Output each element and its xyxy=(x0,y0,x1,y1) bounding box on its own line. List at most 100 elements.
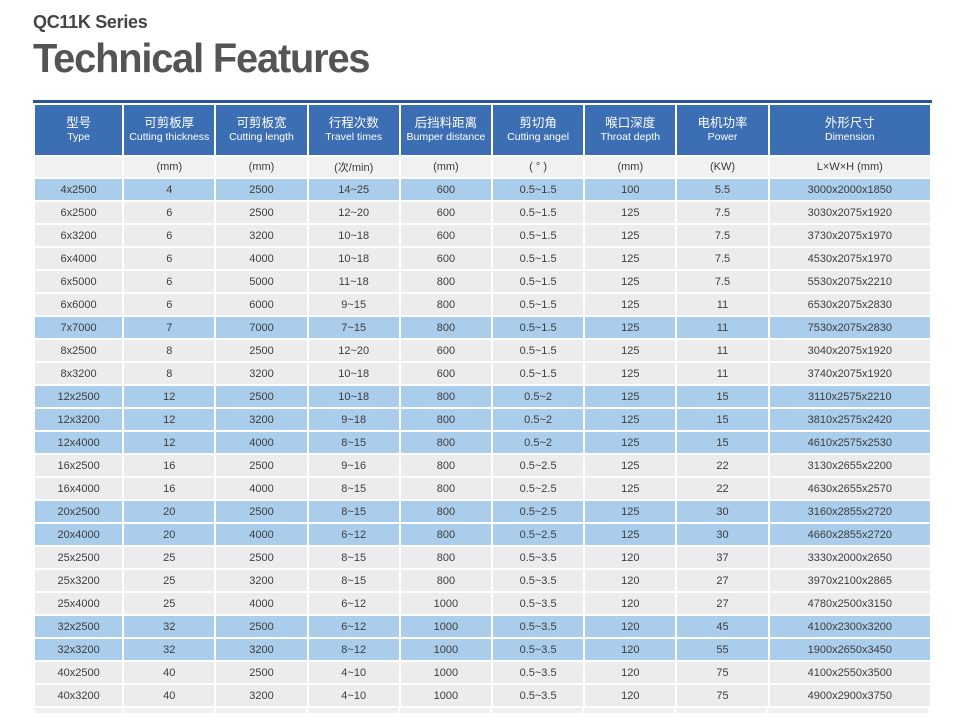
table-row: 12x4000 12 4000 8~15 800 0.5~2 125 15 4610x2575x… xyxy=(35,432,930,453)
data-cell-cutting-angel: 0.5~2 xyxy=(493,386,584,407)
table-row: 16x2500 16 2500 9~16 800 0.5~2.5 125 22 3130x265… xyxy=(35,455,930,476)
data-cell-travel-times: 6~12 xyxy=(308,524,399,545)
data-cell-travel-times: 9~18 xyxy=(308,409,399,430)
data-cell-cutting-thickness: 32 xyxy=(124,616,215,637)
header-label-zh: 喉口深度 xyxy=(605,115,656,130)
data-cell-bumper-distance: 800 xyxy=(400,271,491,292)
data-cell-cutting-length: 3200 xyxy=(216,570,307,591)
data-cell-cutting-angel: 0.5~2.5 xyxy=(493,524,584,545)
header-label-en: Throat depth xyxy=(600,131,661,144)
data-cell-cutting-length: 3200 xyxy=(216,409,307,430)
data-cell-cutting-length: 4000 xyxy=(216,524,307,545)
data-cell-cutting-thickness: 20 xyxy=(124,524,215,545)
table-row: 16x4000 16 4000 8~15 800 0.5~2.5 125 22 4630x265… xyxy=(35,478,930,499)
data-cell-type: 12x3200 xyxy=(35,409,123,430)
header-label-zh: 可剪板宽 xyxy=(236,115,287,130)
data-cell-throat-depth: 125 xyxy=(585,524,676,545)
data-cell-bumper-distance: 600 xyxy=(400,248,491,269)
data-cell-dimension: 4610x2575x2530 xyxy=(769,432,930,453)
data-cell-type: 16x2500 xyxy=(35,455,123,476)
header-cell-cutting-thickness: 可剪板厚 Cutting thickness xyxy=(124,105,215,155)
data-cell-cutting-length: 3200 xyxy=(216,225,307,246)
data-cell-cutting-angel: 0.5~2 xyxy=(493,409,584,430)
data-cell-throat-depth: 125 xyxy=(585,501,676,522)
data-cell-cutting-thickness: 12 xyxy=(124,409,215,430)
data-cell-dimension: 4100x2300x3200 xyxy=(769,616,930,637)
data-cell-type: 25x3200 xyxy=(35,570,123,591)
data-cell-dimension: 3110x2575x2210 xyxy=(769,386,930,407)
data-cell-throat-depth: 125 xyxy=(585,340,676,361)
data-cell-power: 11 xyxy=(677,340,768,361)
table-body: (mm) (mm) (次/min) (mm)( ° ) (mm) (KW) L×W×H (m… xyxy=(35,157,930,706)
data-cell-cutting-thickness: 25 xyxy=(124,547,215,568)
data-cell-cutting-thickness: 40 xyxy=(124,685,215,706)
unit-cell-cutting-angel: ( ° ) xyxy=(493,157,584,177)
data-cell-cutting-thickness: 32 xyxy=(124,639,215,660)
data-cell-cutting-angel: 0.5~3.5 xyxy=(493,662,584,683)
data-cell-throat-depth: 125 xyxy=(585,294,676,315)
data-cell-bumper-distance: 600 xyxy=(400,340,491,361)
header-cell-dimension: 外形尺寸 Dimension xyxy=(769,105,930,155)
data-cell-cutting-angel: 0.5~1.5 xyxy=(493,340,584,361)
data-cell-type: 8x2500 xyxy=(35,340,123,361)
data-cell-throat-depth: 125 xyxy=(585,478,676,499)
table-row: 25x2500 25 2500 8~15 800 0.5~3.5 120 37 3330x200… xyxy=(35,547,930,568)
header-cell-cutting-length: 可剪板宽 Cutting length xyxy=(216,105,307,155)
data-cell-cutting-thickness: 8 xyxy=(124,340,215,361)
data-cell-bumper-distance: 800 xyxy=(400,455,491,476)
table-row: 8x3200 8 3200 10~18 600 0.5~1.5 125 11 3740x2075… xyxy=(35,363,930,384)
spec-table-wrap: 型号 Type 可剪板厚 Cutting thickness 可剪板宽 Cutting l… xyxy=(33,100,932,713)
spec-table: 型号 Type 可剪板厚 Cutting thickness 可剪板宽 Cutting l… xyxy=(33,103,932,708)
data-cell-cutting-thickness: 6 xyxy=(124,225,215,246)
data-cell-bumper-distance: 1000 xyxy=(400,616,491,637)
data-cell-type: 6x5000 xyxy=(35,271,123,292)
data-cell-bumper-distance: 800 xyxy=(400,570,491,591)
data-cell-cutting-angel: 0.5~2.5 xyxy=(493,501,584,522)
data-cell-type: 6x4000 xyxy=(35,248,123,269)
data-cell-power: 75 xyxy=(677,662,768,683)
series-title: QC11K Series xyxy=(33,12,148,32)
table-row: 25x3200 25 3200 8~15 800 0.5~3.5 120 27 3970x210… xyxy=(35,570,930,591)
data-cell-power: 15 xyxy=(677,409,768,430)
title-block: QC11K Series Technical Features xyxy=(33,12,380,80)
data-cell-bumper-distance: 1000 xyxy=(400,685,491,706)
data-cell-type: 20x2500 xyxy=(35,501,123,522)
data-cell-cutting-length: 2500 xyxy=(216,386,307,407)
cutoff-row-segment xyxy=(35,708,122,713)
data-cell-bumper-distance: 600 xyxy=(400,363,491,384)
data-cell-throat-depth: 125 xyxy=(585,317,676,338)
data-cell-cutting-thickness: 6 xyxy=(124,294,215,315)
data-cell-cutting-thickness: 12 xyxy=(124,432,215,453)
data-cell-cutting-length: 3200 xyxy=(216,639,307,660)
data-cell-dimension: 7530x2075x2830 xyxy=(769,317,930,338)
data-cell-cutting-thickness: 8 xyxy=(124,363,215,384)
data-cell-throat-depth: 100 xyxy=(585,179,676,200)
data-cell-dimension: 3810x2575x2420 xyxy=(769,409,930,430)
table-row: 32x2500 32 2500 6~12 1000 0.5~3.5 120 45 4100x23… xyxy=(35,616,930,637)
unit-cell-throat-depth: (mm) xyxy=(585,157,676,177)
data-cell-cutting-thickness: 40 xyxy=(124,662,215,683)
data-cell-cutting-thickness: 7 xyxy=(124,317,215,338)
data-cell-cutting-angel: 0.5~1.5 xyxy=(493,202,584,223)
data-cell-throat-depth: 125 xyxy=(585,432,676,453)
table-row: 25x4000 25 4000 6~12 1000 0.5~3.5 120 27 4780x25… xyxy=(35,593,930,614)
data-cell-bumper-distance: 1000 xyxy=(400,593,491,614)
data-cell-travel-times: 8~15 xyxy=(308,547,399,568)
header-label-zh: 后挡料距离 xyxy=(414,115,478,130)
table-row: 7x7000 7 7000 7~15 800 0.5~1.5 125 11 7530x2075x… xyxy=(35,317,930,338)
data-cell-cutting-length: 2500 xyxy=(216,616,307,637)
table-row: 6x3200 6 3200 10~18 600 0.5~1.5 125 7.5 3730x207… xyxy=(35,225,930,246)
data-cell-throat-depth: 120 xyxy=(585,639,676,660)
data-cell-power: 11 xyxy=(677,294,768,315)
data-cell-travel-times: 10~18 xyxy=(308,363,399,384)
data-cell-cutting-thickness: 6 xyxy=(124,202,215,223)
table-row: 8x2500 8 2500 12~20 600 0.5~1.5 125 11 3040x2075… xyxy=(35,340,930,361)
data-cell-cutting-length: 2500 xyxy=(216,179,307,200)
data-cell-dimension: 1900x2650x3450 xyxy=(769,639,930,660)
header-label-zh: 剪切角 xyxy=(519,115,557,130)
data-cell-type: 25x4000 xyxy=(35,593,123,614)
data-cell-dimension: 5530x2075x2210 xyxy=(769,271,930,292)
data-cell-power: 55 xyxy=(677,639,768,660)
data-cell-throat-depth: 125 xyxy=(585,225,676,246)
header-cell-cutting-angel: 剪切角 Cutting angel xyxy=(493,105,584,155)
